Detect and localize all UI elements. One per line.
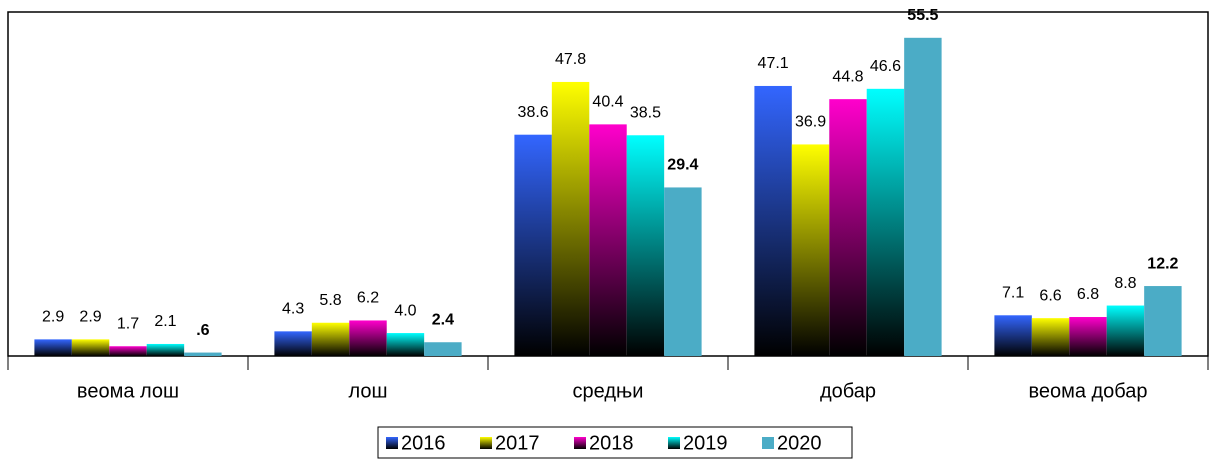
bar bbox=[589, 124, 627, 356]
bar bbox=[1106, 305, 1145, 356]
bar bbox=[184, 352, 222, 356]
value-label: 29.4 bbox=[667, 157, 698, 174]
legend-swatch bbox=[480, 437, 492, 449]
value-label: 36.9 bbox=[795, 114, 826, 131]
value-label: 12.2 bbox=[1147, 255, 1178, 272]
value-label: 2.1 bbox=[154, 313, 176, 330]
bar bbox=[754, 85, 792, 357]
legend-label: 2017 bbox=[495, 432, 540, 454]
legend-swatch bbox=[386, 437, 398, 449]
legend-swatch bbox=[574, 437, 586, 449]
bar bbox=[791, 144, 830, 356]
value-label: 2.9 bbox=[42, 309, 64, 326]
bar bbox=[1031, 318, 1070, 356]
bar bbox=[311, 322, 350, 356]
legend-box bbox=[377, 426, 853, 459]
value-label: 2.9 bbox=[79, 309, 101, 326]
x-tick-label: лош bbox=[348, 380, 387, 402]
value-label: .6 bbox=[196, 322, 209, 339]
legend-label: 2020 bbox=[777, 432, 822, 454]
bar bbox=[1144, 286, 1182, 356]
bar bbox=[994, 315, 1032, 356]
x-tick-label: добар bbox=[820, 380, 876, 402]
legend-label: 2019 bbox=[683, 432, 728, 454]
bar bbox=[386, 333, 425, 356]
bar bbox=[109, 346, 147, 356]
value-label: 44.8 bbox=[832, 68, 863, 85]
bar bbox=[829, 99, 867, 356]
bar bbox=[146, 343, 185, 356]
bar bbox=[626, 135, 665, 356]
value-label: 38.5 bbox=[630, 104, 661, 121]
value-label: 6.2 bbox=[357, 290, 379, 307]
value-label: 1.7 bbox=[117, 315, 139, 332]
value-label: 8.8 bbox=[1114, 275, 1136, 292]
x-tick-label: веома лош bbox=[77, 380, 179, 402]
value-label: 46.6 bbox=[870, 58, 901, 75]
bar bbox=[34, 339, 72, 356]
legend-label: 2016 bbox=[401, 432, 446, 454]
value-label: 38.6 bbox=[518, 104, 549, 121]
bar bbox=[1069, 317, 1107, 356]
value-label: 7.1 bbox=[1002, 285, 1024, 302]
value-label: 6.6 bbox=[1039, 287, 1061, 304]
bar bbox=[664, 187, 702, 356]
value-label: 55.5 bbox=[907, 7, 938, 24]
value-label: 5.8 bbox=[319, 292, 341, 309]
value-label: 6.8 bbox=[1077, 286, 1099, 303]
x-tick-label: веома добар bbox=[1028, 380, 1147, 402]
value-label: 47.8 bbox=[555, 51, 586, 68]
value-label: 2.4 bbox=[432, 311, 454, 328]
legend-swatch bbox=[668, 437, 680, 449]
bar bbox=[551, 81, 590, 357]
value-label: 47.1 bbox=[758, 55, 789, 72]
value-label: 4.0 bbox=[394, 302, 416, 319]
legend-label: 2018 bbox=[589, 432, 634, 454]
bar bbox=[71, 339, 110, 356]
legend-swatch bbox=[762, 437, 774, 449]
bar bbox=[904, 37, 942, 357]
bar bbox=[424, 342, 462, 356]
bar bbox=[866, 88, 905, 357]
bar bbox=[349, 320, 387, 356]
bar bbox=[274, 331, 312, 356]
bar bbox=[514, 134, 552, 356]
value-label: 4.3 bbox=[282, 301, 304, 318]
value-label: 40.4 bbox=[592, 94, 623, 111]
x-tick-label: средњи bbox=[573, 380, 644, 402]
